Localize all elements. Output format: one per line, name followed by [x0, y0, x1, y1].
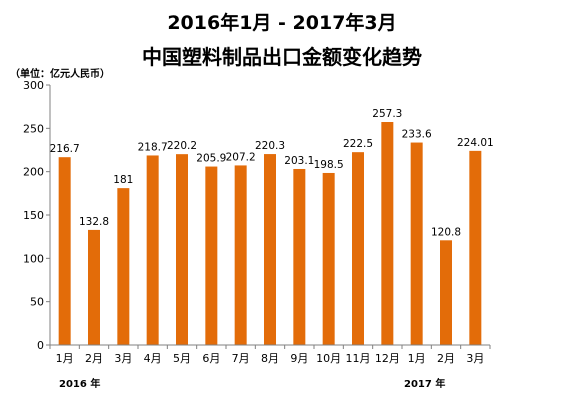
bar — [88, 229, 100, 345]
chart-title-line-2: 中国塑料制品出口金额变化趋势 — [142, 45, 422, 69]
y-tick-label: 50 — [30, 296, 44, 309]
bar-value-label: 224.01 — [457, 137, 494, 149]
bar-value-label: 257.3 — [372, 108, 402, 120]
x-tick-label: 1月 — [408, 352, 426, 365]
y-tick-label: 0 — [37, 339, 44, 352]
bar — [352, 152, 364, 345]
x-tick-label: 11月 — [346, 352, 371, 365]
y-axis-unit-label: （单位：亿元人民币） — [10, 69, 110, 80]
bar — [234, 165, 247, 345]
x-tick-label: 2月 — [85, 352, 103, 365]
year-label-2017: 2017 年 — [404, 379, 446, 390]
x-tick-label: 7月 — [232, 352, 250, 365]
bar-value-label: 205.9 — [196, 153, 226, 165]
x-tick-label: 6月 — [202, 352, 220, 365]
bar — [381, 122, 394, 345]
x-tick-label: 12月 — [375, 352, 400, 365]
bar-value-label: 233.6 — [402, 129, 432, 141]
chart-title-line-1: 2016年1月 - 2017年3月 — [167, 12, 397, 34]
bar-value-label: 218.7 — [138, 141, 168, 153]
bar — [205, 166, 218, 345]
bar — [146, 155, 159, 345]
x-tick-label: 1月 — [56, 352, 74, 365]
year-label-2016: 2016 年 — [59, 379, 101, 390]
x-tick-label: 8月 — [261, 352, 279, 365]
bar — [176, 154, 188, 345]
x-tick-label: 3月 — [466, 352, 484, 365]
bar — [469, 150, 482, 345]
x-tick-label: 2月 — [437, 352, 455, 365]
bar — [322, 172, 335, 345]
bar-value-label: 207.2 — [226, 151, 256, 163]
bar — [440, 240, 452, 345]
x-tick-label: 4月 — [144, 352, 162, 365]
x-tick-label: 10月 — [316, 352, 341, 365]
y-tick-label: 150 — [23, 209, 44, 222]
bar — [293, 168, 306, 345]
y-tick-label: 100 — [23, 252, 44, 265]
x-tick-label: 9月 — [290, 352, 308, 365]
y-tick-label: 250 — [23, 122, 44, 135]
bar — [58, 157, 71, 345]
bar — [264, 154, 276, 345]
bar-value-label: 120.8 — [431, 226, 461, 238]
y-tick-label: 300 — [23, 79, 44, 92]
bar-value-label: 203.1 — [284, 155, 314, 167]
x-tick-label: 3月 — [114, 352, 132, 365]
bar — [117, 188, 130, 345]
bar-value-label: 222.5 — [343, 138, 373, 150]
y-tick-label: 200 — [23, 166, 44, 179]
bar-value-label: 132.8 — [79, 216, 109, 228]
bar-value-label: 220.3 — [255, 140, 285, 152]
bar-value-label: 181 — [113, 174, 133, 186]
bar-value-label: 216.7 — [50, 143, 80, 155]
bar-value-label: 220.2 — [167, 140, 197, 152]
bar — [410, 142, 423, 345]
x-tick-label: 5月 — [173, 352, 191, 365]
bar-value-label: 198.5 — [314, 159, 344, 171]
